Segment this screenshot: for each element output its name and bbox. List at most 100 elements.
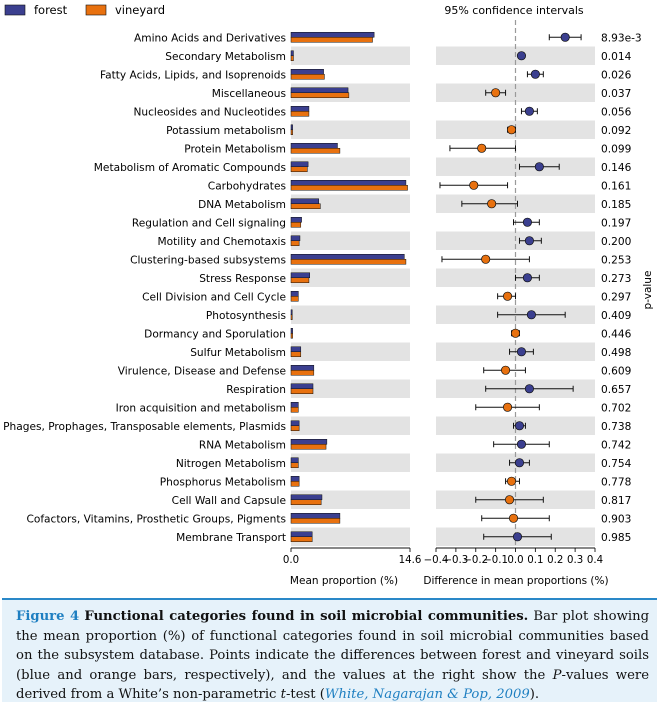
p-value: 0.099 bbox=[601, 143, 631, 155]
bar-forest bbox=[290, 161, 309, 167]
p-value: 0.197 bbox=[601, 217, 631, 229]
category-label: Carbohydrates bbox=[208, 180, 286, 192]
difference-point bbox=[524, 384, 534, 394]
legend: forest vineyard bbox=[4, 3, 165, 17]
left-x-axis-label: Mean proportion (%) bbox=[290, 575, 398, 587]
caption-reference-link[interactable]: White, Nagarajan & Pop, 2009 bbox=[324, 687, 530, 702]
right-axis-tick-label: 0.0 bbox=[507, 555, 523, 566]
right-axis-tick-label: −0.1 bbox=[483, 555, 508, 566]
bar-vineyard bbox=[290, 370, 315, 376]
bar-vineyard bbox=[290, 518, 341, 524]
p-value: 0.161 bbox=[601, 180, 631, 192]
p-value: 0.185 bbox=[601, 199, 631, 211]
difference-point bbox=[506, 476, 517, 486]
p-value: 0.409 bbox=[601, 310, 631, 322]
bar-forest bbox=[290, 457, 299, 463]
difference-point bbox=[534, 162, 544, 172]
caption-t-symbol: t bbox=[280, 687, 286, 702]
p-value: 0.092 bbox=[601, 125, 631, 137]
bar-forest bbox=[290, 439, 328, 445]
bar-forest bbox=[290, 235, 301, 241]
bar-vineyard bbox=[290, 277, 310, 283]
p-value: 0.817 bbox=[601, 495, 631, 507]
row-band-left bbox=[291, 231, 410, 250]
bar-vineyard bbox=[290, 481, 300, 487]
right-x-axis-label: Difference in mean proportions (%) bbox=[423, 575, 608, 587]
row-band-left bbox=[291, 305, 410, 324]
caption-title: Functional categories found in soil micr… bbox=[84, 609, 529, 624]
bar-forest bbox=[290, 50, 294, 56]
bar-vineyard bbox=[290, 499, 322, 505]
bar-vineyard bbox=[290, 74, 325, 80]
bar-forest bbox=[290, 69, 324, 75]
difference-point bbox=[516, 439, 527, 449]
category-label: Nucleosides and Nucleotides bbox=[133, 106, 286, 118]
bar-vineyard bbox=[290, 55, 294, 61]
bar-vineyard bbox=[290, 259, 407, 265]
bar-vineyard bbox=[290, 148, 341, 154]
bar-vineyard bbox=[290, 351, 302, 357]
difference-point bbox=[514, 421, 525, 431]
p-value: 0.903 bbox=[601, 513, 631, 525]
bar-forest bbox=[290, 346, 302, 352]
difference-point bbox=[516, 347, 527, 357]
category-label: Phosphorus Metabolism bbox=[160, 476, 286, 488]
p-value: 0.742 bbox=[601, 439, 631, 451]
bar-vineyard bbox=[290, 240, 300, 246]
p-value: 0.657 bbox=[601, 384, 631, 396]
category-label: Nitrogen Metabolism bbox=[176, 458, 286, 470]
category-label: Iron acquisition and metabolism bbox=[116, 402, 286, 414]
bar-vineyard bbox=[290, 203, 321, 209]
bar-vineyard bbox=[290, 407, 299, 413]
bar-forest bbox=[290, 272, 310, 278]
category-label: Dormancy and Sporulation bbox=[144, 328, 286, 340]
category-label: Phages, Prophages, Transposable elements… bbox=[3, 421, 286, 433]
bar-forest bbox=[290, 198, 319, 204]
category-label: Miscellaneous bbox=[212, 88, 286, 100]
category-rows: Amino Acids and Derivatives 8.93e-3 Second… bbox=[3, 20, 642, 548]
difference-point bbox=[526, 310, 536, 320]
p-value-axis-label: p-value bbox=[642, 271, 654, 310]
category-label: Stress Response bbox=[199, 273, 286, 285]
difference-point bbox=[514, 458, 525, 468]
bar-forest bbox=[290, 328, 293, 334]
difference-point bbox=[508, 513, 519, 523]
p-value: 0.754 bbox=[601, 458, 632, 470]
bar-vineyard bbox=[290, 92, 350, 98]
bar-vineyard bbox=[290, 388, 314, 394]
category-label: Protein Metabolism bbox=[184, 143, 286, 155]
left-x-axis: 0.0 14.6 bbox=[283, 547, 422, 566]
category-label: Respiration bbox=[226, 384, 286, 396]
p-value: 0.297 bbox=[601, 291, 631, 303]
difference-point bbox=[510, 328, 521, 338]
ci-title: 95% confidence intervals bbox=[444, 4, 584, 17]
right-axis-tick-label: 0.4 bbox=[587, 555, 603, 566]
row-band-left bbox=[291, 120, 410, 139]
category-label: DNA Metabolism bbox=[198, 199, 286, 211]
difference-point bbox=[502, 402, 513, 412]
right-axis-tick-label: 0.3 bbox=[567, 555, 583, 566]
caption-text-4: ). bbox=[529, 687, 540, 702]
bar-vineyard bbox=[290, 333, 293, 339]
p-value: 0.026 bbox=[601, 69, 632, 81]
bar-forest bbox=[290, 291, 299, 297]
p-value: 0.498 bbox=[601, 347, 632, 359]
bar-forest bbox=[290, 180, 407, 186]
bar-vineyard bbox=[290, 222, 302, 228]
bar-vineyard bbox=[290, 425, 300, 431]
legend-forest-swatch bbox=[4, 4, 26, 16]
difference-point bbox=[560, 32, 570, 42]
bar-forest bbox=[290, 254, 405, 260]
difference-point bbox=[487, 199, 497, 209]
row-band-left bbox=[291, 342, 410, 361]
bar-forest bbox=[290, 87, 349, 93]
caption-text-1: Bar plot showing the mean proportion (%)… bbox=[16, 609, 650, 683]
p-value: 0.014 bbox=[601, 51, 632, 63]
category-label: Regulation and Cell signaling bbox=[132, 217, 286, 229]
difference-point bbox=[501, 365, 511, 375]
left-axis-tick-label: 14.6 bbox=[399, 555, 422, 566]
difference-point bbox=[522, 273, 532, 283]
p-value: 0.738 bbox=[601, 421, 632, 433]
difference-point bbox=[477, 143, 487, 153]
bar-vineyard bbox=[290, 37, 373, 43]
